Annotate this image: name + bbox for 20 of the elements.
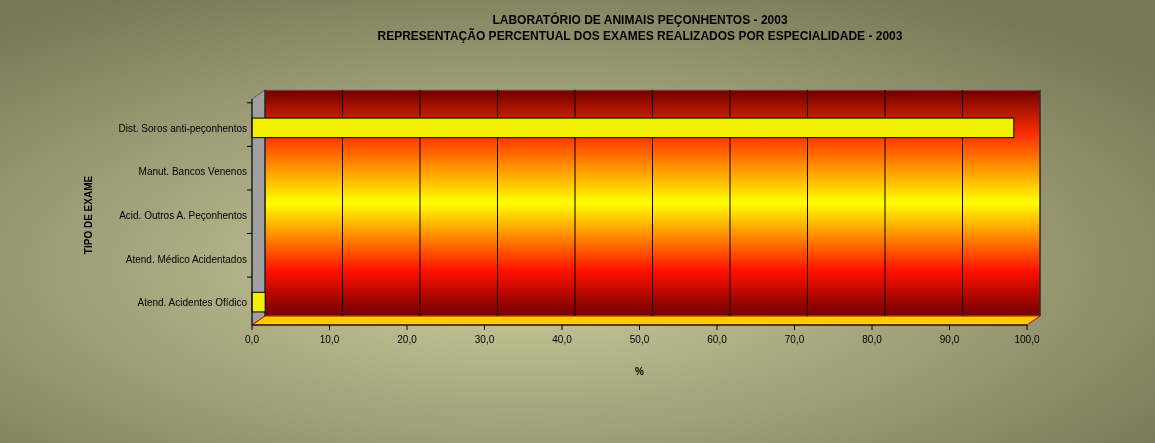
x-tick-label: 40,0: [552, 334, 573, 345]
x-tick-label: 70,0: [784, 334, 805, 345]
x-tick-label: 50,0: [629, 334, 650, 345]
x-tick-label: 80,0: [862, 334, 883, 345]
x-axis-title: %: [635, 366, 645, 377]
y-tick-label: Manut. Bancos Venenos: [138, 166, 247, 178]
chart-subtitle: REPRESENTAÇÃO PERCENTUAL DOS EXAMES REALIZADOS POR ESPECIALIDADE - 2003: [377, 28, 903, 43]
x-tick-label: 90,0: [939, 334, 960, 345]
y-axis-title: TIPO DE EXAME: [83, 175, 94, 255]
y-tick-label: Acid. Outros A. Peçonhentos: [119, 210, 247, 221]
x-tick-label: 20,0: [397, 334, 418, 345]
chart-title: LABORATÓRIO DE ANIMAIS PEÇONHENTOS - 2003: [492, 12, 788, 27]
y-tick-label: Atend. Médico Acidentados: [125, 253, 247, 265]
y-tick-label: Dist. Soros anti-peçonhentos: [118, 122, 247, 134]
x-tick-label: 30,0: [474, 334, 495, 345]
y-tick-label: Atend. Acidentes Ofídico: [137, 297, 248, 309]
x-tick-label: 100,0: [1014, 334, 1040, 345]
x-tick-label: 10,0: [319, 334, 340, 345]
x-tick-label: 60,0: [707, 334, 728, 345]
x-tick-label: 0,0: [245, 334, 260, 345]
